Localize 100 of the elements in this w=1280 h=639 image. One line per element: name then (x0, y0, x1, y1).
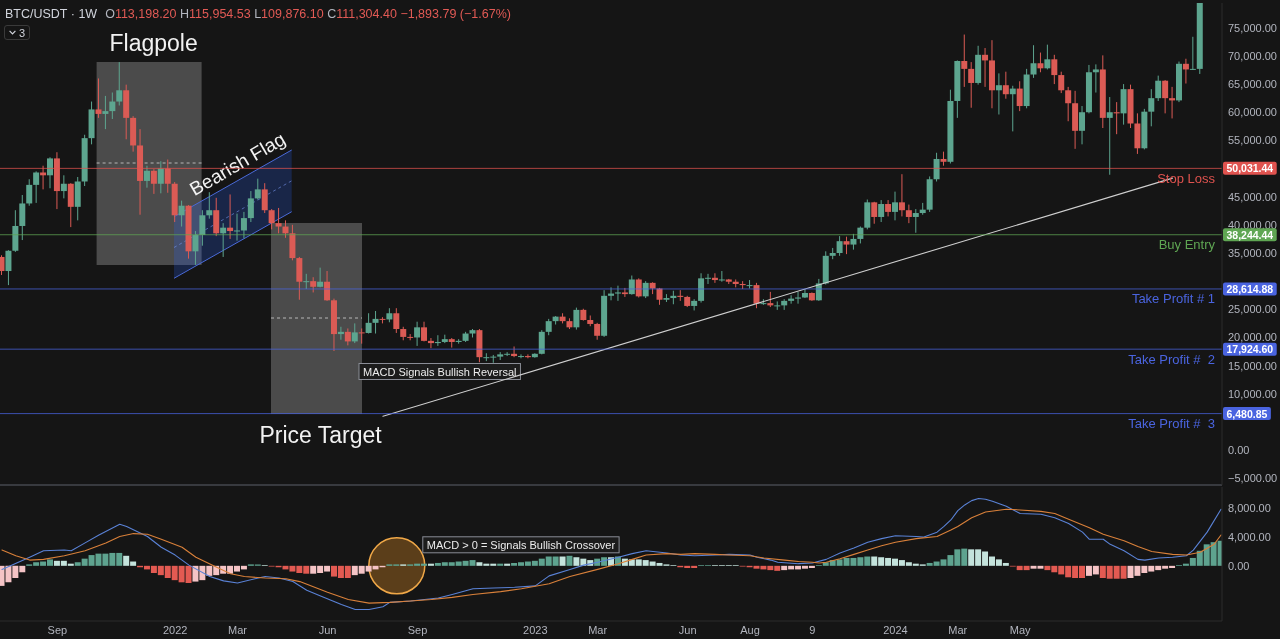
ref-line-label: Take Profit # 3 (1128, 416, 1215, 432)
candlestick (95, 77, 102, 119)
y-tick-label: 35,000.00 (1228, 247, 1277, 260)
candlestick (143, 165, 150, 189)
y-tick-label: 20,000.00 (1228, 331, 1277, 344)
candlestick (102, 95, 109, 130)
y-tick-label: 60,000.00 (1228, 106, 1277, 119)
candlestick (5, 249, 12, 286)
y-tick-label: 65,000.00 (1228, 78, 1277, 91)
candlestick (836, 235, 843, 257)
candlestick (116, 61, 123, 106)
candlestick (227, 193, 234, 240)
candlestick (774, 300, 781, 311)
candlestick (1065, 86, 1072, 122)
candlestick (178, 200, 185, 228)
y-tick-label: 75,000.00 (1228, 21, 1277, 34)
x-tick-label: 2022 (162, 623, 188, 636)
candlestick (19, 194, 26, 241)
candlestick (691, 298, 698, 311)
candlestick (192, 230, 199, 266)
x-tick-label: 2024 (883, 623, 908, 636)
candlestick (968, 61, 975, 109)
candlestick (372, 310, 379, 335)
candlestick (254, 178, 261, 201)
candlestick (995, 72, 1002, 115)
candlestick (1051, 54, 1058, 85)
x-tick-label: 2023 (523, 623, 548, 636)
bar (427, 563, 434, 566)
candlestick (878, 199, 885, 223)
line-series (1, 497, 1222, 611)
candlestick (296, 256, 303, 301)
candlestick (1148, 88, 1155, 127)
candlestick (912, 208, 919, 234)
candlestick (892, 191, 899, 221)
candlestick (157, 160, 164, 194)
x-tick-label: Mar (588, 623, 608, 636)
x-tick-label: Jun (678, 623, 697, 636)
y-tick-label: 15,000.00 (1228, 359, 1277, 372)
candlestick (199, 209, 206, 247)
bar (504, 563, 511, 566)
candlestick (621, 287, 628, 298)
ref-line-label: Take Profit # 2 (1128, 351, 1215, 367)
x-tick-label: Sep (47, 623, 68, 636)
candlestick (109, 92, 116, 120)
y-tick-label: 55,000.00 (1228, 134, 1277, 147)
candlestick (275, 207, 282, 234)
candlestick (961, 34, 968, 88)
x-tick-label: Mar (228, 623, 248, 636)
bar (566, 555, 573, 566)
candlestick (573, 307, 580, 331)
y-tick-label: 25,000.00 (1228, 303, 1277, 316)
candlestick (1092, 63, 1099, 94)
candlestick (885, 199, 892, 217)
x-tick-label: May (1009, 623, 1032, 636)
bar (559, 556, 566, 566)
candlestick (795, 291, 802, 305)
candlestick (47, 156, 53, 189)
ref-line-label: Buy Entry (1158, 237, 1216, 253)
x-tick-label: Jun (318, 623, 337, 636)
bar (497, 563, 504, 566)
x-tick-label: Aug (740, 623, 760, 636)
dropdown-button: 3 (4, 25, 31, 40)
y-tick-label: 70,000.00 (1228, 49, 1277, 62)
x-tick-label: Mar (948, 623, 968, 636)
candlestick (240, 211, 247, 239)
ref-line-label: Stop Loss (1157, 170, 1216, 186)
chart-title: BTC/USDT · 1W (5, 7, 98, 21)
candlestick (393, 307, 400, 334)
candlestick (60, 174, 67, 199)
y-tick-label: 8,000.00 (1228, 502, 1271, 515)
text: O113,198.20 H115,954.53 L109,876.10 C111,304.40 −1,893.79 (−1.67%) (105, 7, 511, 21)
candlestick (351, 322, 358, 344)
candlestick (1155, 75, 1162, 102)
candlestick (1162, 79, 1169, 114)
candlestick (517, 353, 524, 359)
ref-line-label: Take Profit # 1 (1131, 291, 1215, 307)
candlestick (718, 270, 725, 283)
y-tick-label: 0.00 (1228, 559, 1250, 572)
candlestick (1058, 71, 1065, 94)
candlestick (1189, 36, 1196, 71)
candlestick (1030, 44, 1037, 79)
candlestick (33, 170, 40, 204)
candlestick (67, 182, 74, 228)
candlestick (905, 204, 912, 224)
candlestick (1106, 96, 1113, 176)
candlestick (898, 173, 905, 217)
candlestick (247, 190, 254, 223)
x-tick-label: Sep (407, 623, 428, 636)
candlestick (261, 182, 268, 214)
annotation: Flagpole (109, 30, 198, 56)
candlestick (1037, 52, 1044, 73)
line-series (1, 508, 1222, 604)
y-tick-label: −5,000.00 (1228, 472, 1278, 485)
annotation: MACD Signals Bullish Reversal (363, 365, 517, 378)
y-tick-label: 4,000.00 (1228, 531, 1271, 544)
annotation: 3 (19, 26, 26, 39)
y-tick-label: 10,000.00 (1228, 387, 1277, 400)
candlestick (614, 285, 621, 302)
candlestick (1079, 105, 1086, 145)
candlestick (1002, 71, 1009, 100)
